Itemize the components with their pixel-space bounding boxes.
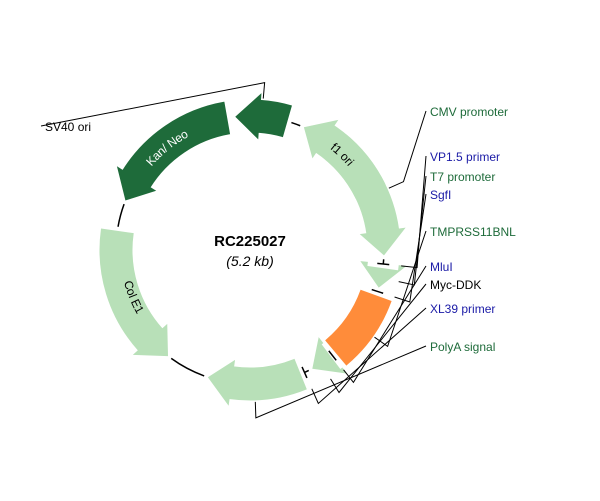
label-insert: TMPRSS11BNL xyxy=(430,225,516,239)
plasmid-size: (5.2 kb) xyxy=(205,252,295,270)
backbone-arc xyxy=(291,123,300,126)
plasmid-map: Col E1Kan/ Neof1 ori xyxy=(0,0,600,501)
feature-sv40 xyxy=(236,94,291,138)
label-cmv: CMV promoter xyxy=(430,105,508,119)
feature-polya xyxy=(209,359,307,404)
backbone-arc xyxy=(118,204,124,227)
label-sv40: SV40 ori xyxy=(45,120,91,134)
label-t7: T7 promoter xyxy=(430,170,495,184)
label-mlui: MluI xyxy=(430,260,453,274)
backbone-arc xyxy=(171,358,204,376)
plasmid-name: RC225027 xyxy=(205,232,295,252)
label-vp15: VP1.5 primer xyxy=(430,150,500,164)
feature-kanneo xyxy=(118,102,230,200)
leader-cmv xyxy=(389,111,426,188)
feature-insert xyxy=(326,290,391,365)
label-sgfi: SgfI xyxy=(430,188,451,202)
label-polya: PolyA signal xyxy=(430,340,495,354)
feature-t7 xyxy=(361,262,405,287)
plasmid-center-label: RC225027 (5.2 kb) xyxy=(205,232,295,270)
tick-vp15 xyxy=(377,263,389,264)
label-xl39: XL39 primer xyxy=(430,302,495,316)
label-mycddk: Myc-DDK xyxy=(430,278,481,292)
tick-sgfi xyxy=(372,290,383,294)
